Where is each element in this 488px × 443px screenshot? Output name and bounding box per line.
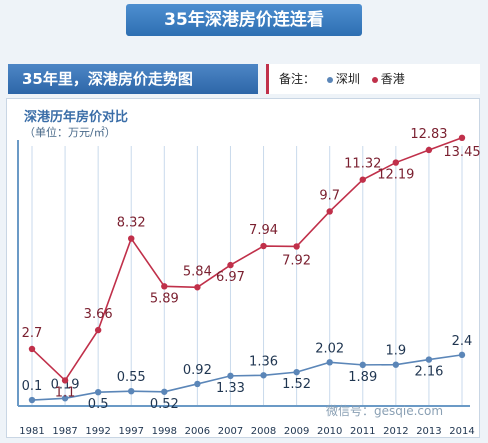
data-label: 11.32 xyxy=(344,157,381,172)
data-point xyxy=(359,176,366,183)
data-label: 1.9 xyxy=(386,344,407,359)
data-label: 7.92 xyxy=(282,253,311,268)
x-tick-label: 2009 xyxy=(284,426,309,437)
data-label: 8.32 xyxy=(117,216,146,231)
data-point xyxy=(260,372,267,379)
data-point xyxy=(161,283,168,290)
data-point xyxy=(194,380,201,388)
data-point xyxy=(227,261,234,269)
data-point xyxy=(28,396,36,404)
x-tick-label: 2012 xyxy=(383,426,408,437)
data-point xyxy=(260,242,267,250)
data-point xyxy=(392,361,400,368)
x-tick-label: 1981 xyxy=(19,426,44,437)
legend-dot-shenzhen xyxy=(326,76,333,83)
data-label: 7.94 xyxy=(249,223,278,238)
series-line-hongkong xyxy=(31,137,463,382)
x-tick-label: 1998 xyxy=(152,426,177,437)
data-label: 3.66 xyxy=(84,307,113,322)
data-label: 13.45 xyxy=(443,145,480,160)
data-label: 12.83 xyxy=(410,127,447,142)
x-tick-label: 1987 xyxy=(52,426,77,437)
legend-dot-hongkong xyxy=(371,76,378,83)
data-label: 1.52 xyxy=(282,377,311,392)
chart-title: 深港历年房价对比 xyxy=(24,110,129,125)
x-tick-label: 2011 xyxy=(350,426,375,437)
data-label: 2.16 xyxy=(414,365,443,380)
data-point xyxy=(128,387,135,395)
legend-item-hongkong: 香港 xyxy=(380,72,405,86)
data-point xyxy=(293,368,300,376)
data-point xyxy=(61,377,69,384)
data-label: 1.36 xyxy=(249,354,278,369)
x-tick-label: 2006 xyxy=(185,426,210,437)
x-tick-label: 2010 xyxy=(317,426,342,437)
data-point xyxy=(194,284,201,291)
data-label: 0.5 xyxy=(88,397,109,412)
legend-box: 备注： 深圳 香港 xyxy=(266,64,480,94)
data-label: 5.89 xyxy=(150,291,179,306)
data-label: 0.52 xyxy=(150,397,179,412)
data-point xyxy=(227,372,234,380)
data-point xyxy=(425,146,433,154)
legend-label: 备注： xyxy=(279,72,316,86)
data-label: 0.19 xyxy=(51,377,80,392)
data-label: 6.97 xyxy=(216,270,245,285)
x-tick-label: 2014 xyxy=(449,426,474,437)
page-banner: 35年深港房价连连看 xyxy=(126,4,362,36)
data-point xyxy=(128,235,135,242)
chart-section-header: 35年里，深港房价走势图 xyxy=(8,64,258,94)
data-point xyxy=(161,388,168,395)
data-point xyxy=(61,395,69,402)
data-point xyxy=(326,208,333,215)
x-tick-label: 1997 xyxy=(119,426,144,437)
data-point xyxy=(326,359,333,366)
x-tick-label: 1992 xyxy=(85,426,110,437)
x-tick-label: 2013 xyxy=(416,426,441,437)
data-point xyxy=(392,159,400,166)
data-point xyxy=(94,388,102,396)
data-point xyxy=(458,351,466,359)
data-label: 9.7 xyxy=(319,188,340,203)
data-label: 2.7 xyxy=(22,326,43,341)
data-point xyxy=(359,361,366,369)
series-line-shenzhen xyxy=(31,354,463,401)
chart-panel xyxy=(6,98,480,438)
chart-unit-label: （单位：万元/㎡） xyxy=(24,126,116,139)
x-tick-label: 2007 xyxy=(218,426,243,437)
data-label: 1.89 xyxy=(348,370,377,385)
data-label: 5.84 xyxy=(183,264,212,279)
data-label: 0.55 xyxy=(117,370,146,385)
data-label: 2.4 xyxy=(452,334,473,349)
data-point xyxy=(28,345,36,353)
x-tick-label: 2008 xyxy=(251,426,276,437)
data-label: 1.1 xyxy=(55,385,76,400)
data-point xyxy=(458,134,466,142)
data-label: 0.1 xyxy=(22,379,43,394)
watermark-text: 微信号：gesqie.com xyxy=(326,404,444,418)
legend-item-shenzhen: 深圳 xyxy=(335,72,360,86)
data-point xyxy=(293,243,300,250)
data-point xyxy=(425,356,433,363)
data-label: 1.33 xyxy=(216,381,245,396)
data-label: 0.92 xyxy=(183,363,212,378)
data-label: 12.19 xyxy=(377,168,414,183)
data-label: 2.02 xyxy=(315,341,344,356)
data-point xyxy=(94,326,102,334)
